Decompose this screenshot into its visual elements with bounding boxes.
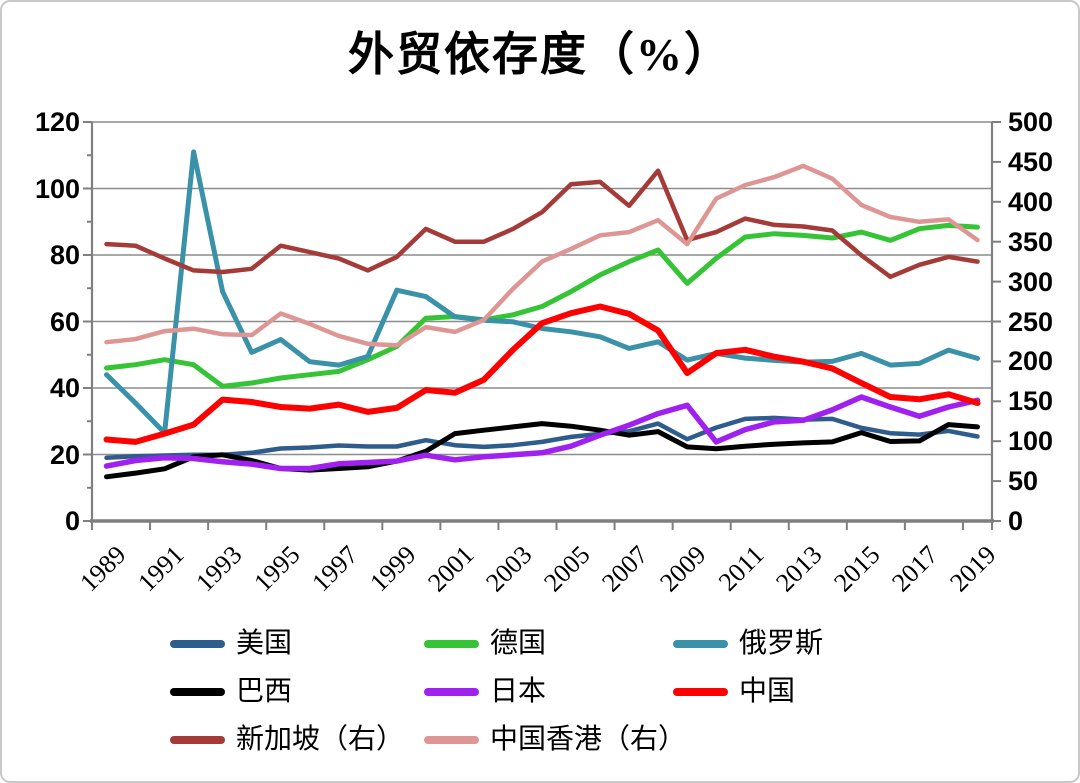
right-axis-tick-label: 300 <box>1008 266 1054 297</box>
right-axis-tick-label: 200 <box>1008 346 1054 377</box>
legend-swatch-icon <box>424 640 479 648</box>
legend-label: 新加坡（右） <box>236 724 405 755</box>
legend-swatch-icon <box>424 688 479 696</box>
legend-label: 美国 <box>236 628 293 659</box>
series-line-巴西 <box>104 421 980 480</box>
series-line-新加坡（右） <box>104 168 980 280</box>
series-line-德国 <box>104 222 980 389</box>
legend-swatch-icon <box>673 688 728 696</box>
right-axis-tick-label: 0 <box>1008 506 1024 536</box>
series-line-美国 <box>104 415 980 461</box>
right-axis-tick-label: 100 <box>1008 426 1054 457</box>
legend-label: 巴西 <box>236 676 293 707</box>
series-line-中国香港（右） <box>104 163 980 348</box>
series-line-日本 <box>103 394 981 472</box>
legend-swatch-icon <box>673 640 728 648</box>
right-axis-tick-label: 450 <box>1008 146 1054 177</box>
right-axis-tick-label: 150 <box>1008 386 1054 417</box>
legend-label: 中国 <box>739 676 796 707</box>
left-axis-tick-label: 80 <box>49 240 80 270</box>
left-axis-tick-label: 60 <box>49 306 80 337</box>
legend-swatch-icon <box>170 736 225 744</box>
legend-swatch-icon <box>170 640 225 648</box>
right-axis-tick-label: 250 <box>1008 306 1054 337</box>
right-axis-tick-label: 350 <box>1008 226 1054 257</box>
legend-label: 日本 <box>490 676 547 707</box>
chart-title: 外贸依存度（%） <box>348 29 732 80</box>
legend-label: 俄罗斯 <box>739 628 824 659</box>
legend-label: 德国 <box>490 628 547 659</box>
left-axis-tick-label: 120 <box>34 107 80 137</box>
series-line-中国 <box>103 303 981 445</box>
left-axis-tick-label: 20 <box>49 439 80 470</box>
left-axis-tick-label: 0 <box>64 506 80 536</box>
legend-label: 中国香港（右） <box>490 724 687 755</box>
legend-swatch-icon <box>170 688 225 696</box>
right-axis-tick-label: 500 <box>1008 107 1054 137</box>
series-line-俄罗斯 <box>104 149 980 436</box>
right-axis-tick-label: 50 <box>1008 466 1039 497</box>
right-axis-tick-label: 400 <box>1008 186 1054 217</box>
left-axis-tick-label: 40 <box>49 373 80 403</box>
legend-swatch-icon <box>424 736 479 744</box>
left-axis-tick-label: 100 <box>34 173 80 204</box>
